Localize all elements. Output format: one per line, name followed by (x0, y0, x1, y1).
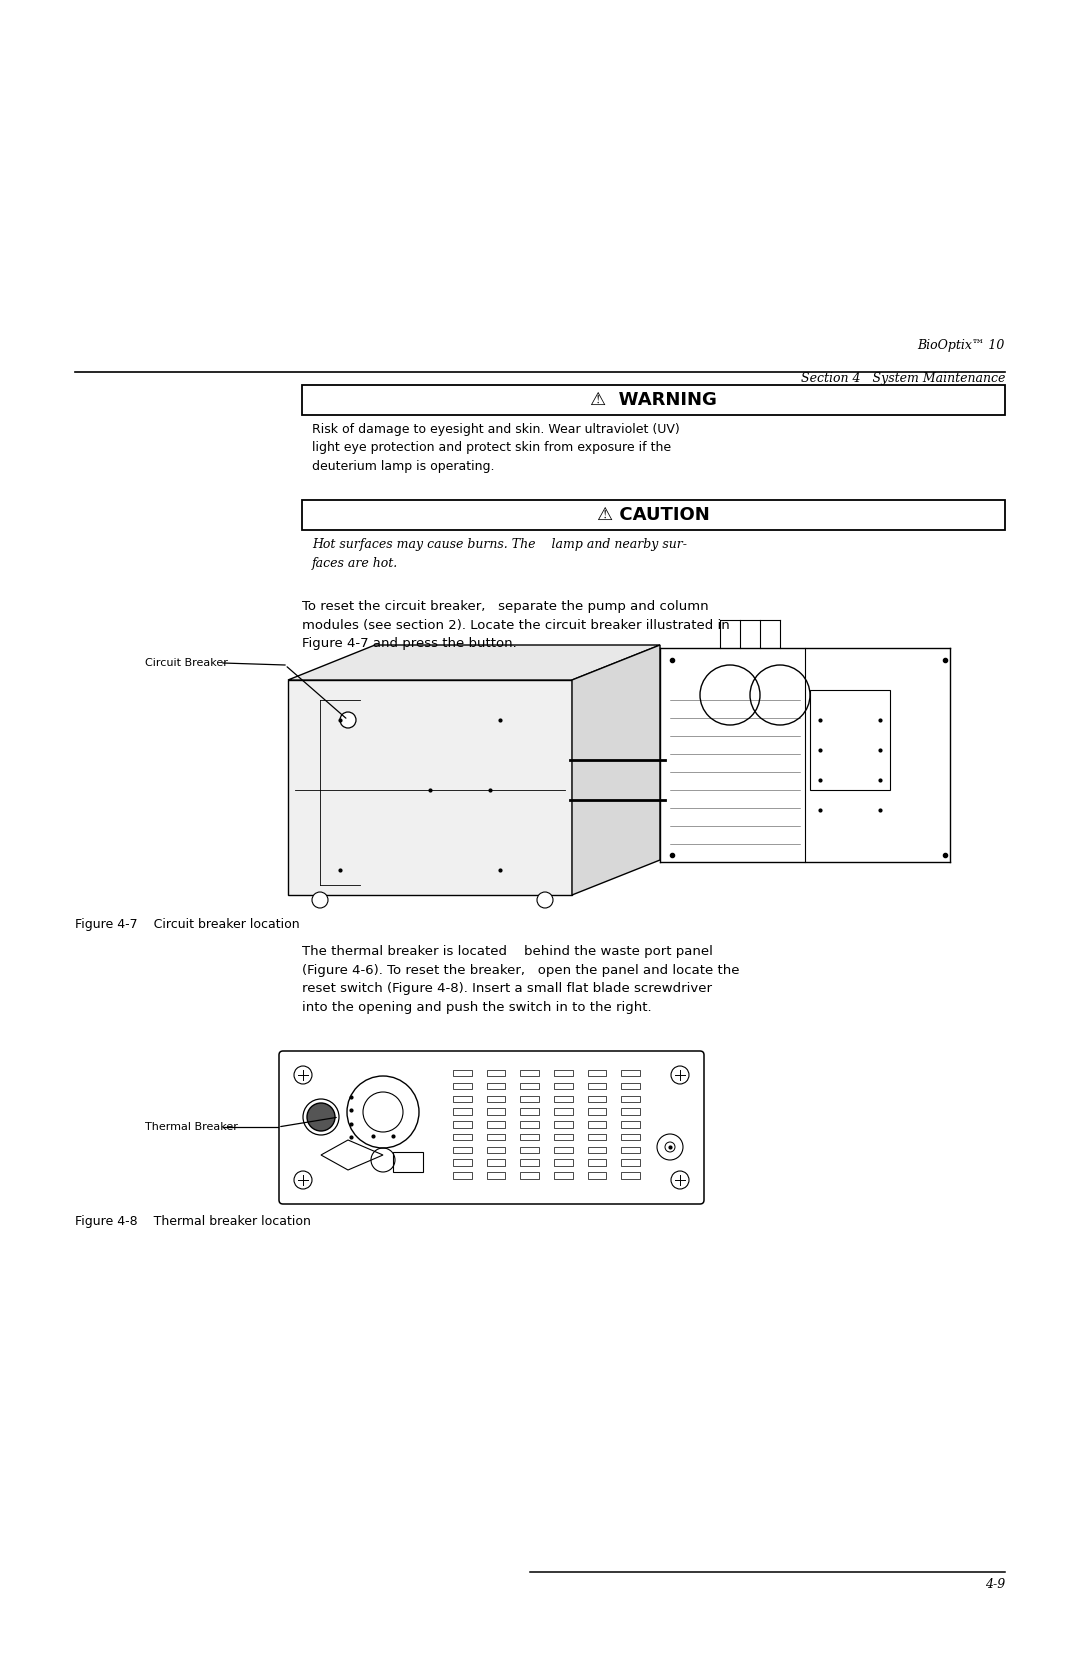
Bar (453, 1172, 472, 1178)
Text: ⚠  WARNING: ⚠ WARNING (590, 391, 717, 409)
Bar (453, 1160, 472, 1167)
Bar (487, 1172, 505, 1178)
Text: Risk of damage to eyesight and skin. Wear ultraviolet (UV)
light eye protection : Risk of damage to eyesight and skin. Wea… (312, 422, 679, 472)
Bar (302, 386, 1005, 416)
Bar (588, 1160, 606, 1167)
Bar (621, 1133, 639, 1140)
Bar (487, 1133, 505, 1140)
Bar (588, 1172, 606, 1178)
Bar (453, 1122, 472, 1128)
Bar (554, 1070, 572, 1077)
Bar (521, 1122, 539, 1128)
Polygon shape (288, 679, 572, 895)
Text: Hot surfaces may cause burns. The    lamp and nearby sur-
faces are hot.: Hot surfaces may cause burns. The lamp a… (312, 537, 687, 569)
Bar (554, 1133, 572, 1140)
Bar (554, 1095, 572, 1102)
Bar (521, 1083, 539, 1090)
Bar (588, 1147, 606, 1153)
Circle shape (537, 891, 553, 908)
Bar (453, 1108, 472, 1115)
Circle shape (340, 713, 356, 728)
Bar (588, 1122, 606, 1128)
Bar (453, 1083, 472, 1090)
Polygon shape (572, 644, 660, 895)
Bar (521, 1070, 539, 1077)
Bar (588, 1083, 606, 1090)
Text: The thermal breaker is located    behind the waste port panel
(Figure 4-6). To r: The thermal breaker is located behind th… (302, 945, 740, 1013)
Bar (393, 1152, 423, 1172)
Polygon shape (288, 644, 660, 679)
Text: ⚠ CAUTION: ⚠ CAUTION (597, 506, 710, 524)
Bar (588, 1133, 606, 1140)
Text: To reset the circuit breaker,   separate the pump and column
modules (see sectio: To reset the circuit breaker, separate t… (302, 599, 730, 649)
Bar (554, 1147, 572, 1153)
Bar (487, 1070, 505, 1077)
Bar (487, 1083, 505, 1090)
Bar (621, 1122, 639, 1128)
Bar (521, 1160, 539, 1167)
Bar (487, 1095, 505, 1102)
Text: Section 4   System Maintenance: Section 4 System Maintenance (800, 372, 1005, 386)
Bar (487, 1160, 505, 1167)
Bar (621, 1083, 639, 1090)
Text: BioOptix™ 10: BioOptix™ 10 (918, 339, 1005, 352)
Bar (487, 1108, 505, 1115)
Bar (453, 1133, 472, 1140)
Bar (810, 689, 890, 789)
Circle shape (307, 1103, 335, 1132)
Bar (487, 1147, 505, 1153)
Bar (453, 1095, 472, 1102)
Bar (554, 1083, 572, 1090)
Bar (453, 1147, 472, 1153)
Bar (521, 1172, 539, 1178)
Text: 4-9: 4-9 (985, 1577, 1005, 1591)
Circle shape (312, 891, 328, 908)
Bar (621, 1108, 639, 1115)
Bar (554, 1160, 572, 1167)
Bar (302, 501, 1005, 531)
Bar (621, 1095, 639, 1102)
Bar (521, 1133, 539, 1140)
Bar (621, 1147, 639, 1153)
Bar (521, 1147, 539, 1153)
Bar (588, 1070, 606, 1077)
Bar (621, 1160, 639, 1167)
Text: Figure 4-7    Circuit breaker location: Figure 4-7 Circuit breaker location (75, 918, 299, 931)
Bar (554, 1172, 572, 1178)
Bar (554, 1108, 572, 1115)
Text: Circuit Breaker: Circuit Breaker (145, 658, 228, 668)
Bar (588, 1108, 606, 1115)
Bar (621, 1172, 639, 1178)
Bar (621, 1070, 639, 1077)
Text: Thermal Breaker: Thermal Breaker (145, 1122, 238, 1132)
Bar (453, 1070, 472, 1077)
Bar (521, 1095, 539, 1102)
FancyBboxPatch shape (279, 1051, 704, 1203)
Bar (521, 1108, 539, 1115)
Bar (588, 1095, 606, 1102)
Bar (554, 1122, 572, 1128)
Bar (487, 1122, 505, 1128)
Text: Figure 4-8    Thermal breaker location: Figure 4-8 Thermal breaker location (75, 1215, 311, 1228)
